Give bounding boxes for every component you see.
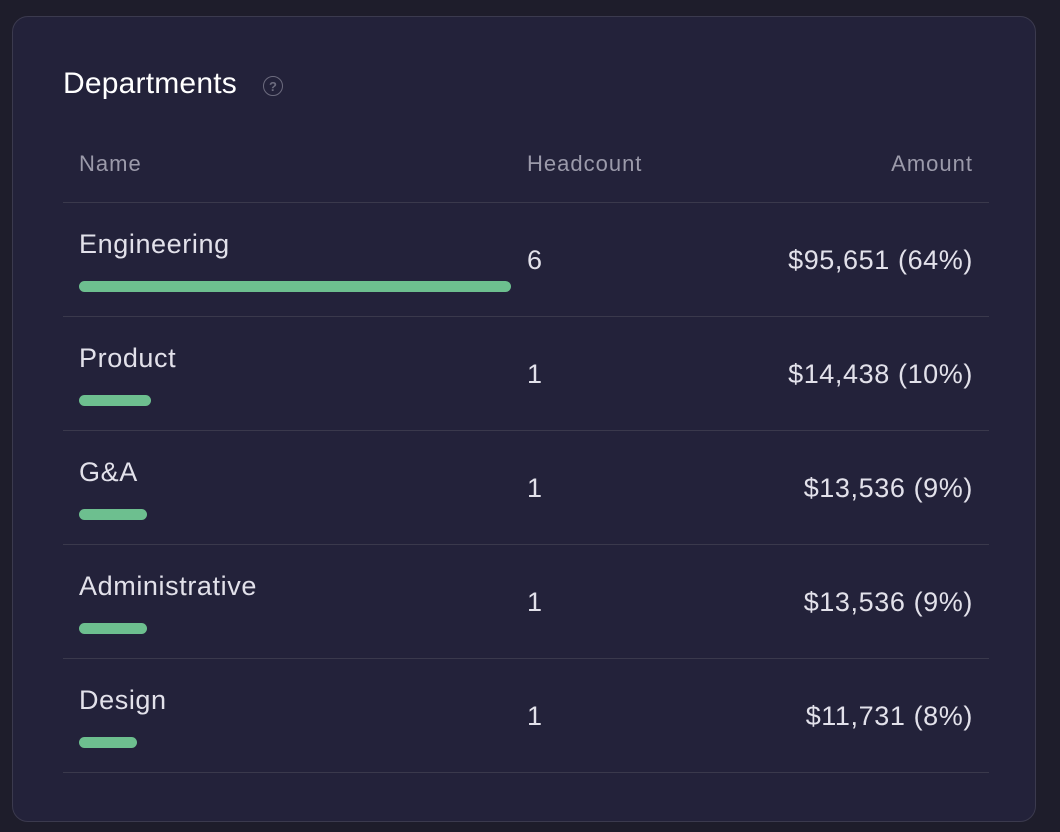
amount-value: $13,536 (9%) (803, 473, 973, 503)
column-header-name[interactable]: Name (79, 151, 142, 176)
headcount-value: 1 (527, 587, 543, 617)
column-header-amount[interactable]: Amount (891, 151, 973, 176)
table-header: Name Headcount Amount (63, 139, 989, 203)
table-row[interactable]: G&A 1 $13,536 (9%) (63, 431, 989, 545)
department-name: Engineering (79, 229, 230, 259)
headcount-value: 1 (527, 359, 543, 389)
department-name: Design (79, 685, 167, 715)
amount-bar (79, 623, 147, 634)
department-name: Product (79, 343, 177, 373)
amount-bar-track (79, 281, 511, 292)
departments-card: Departments ? Name Headcount Amount Engi… (12, 16, 1036, 822)
amount-bar (79, 281, 511, 292)
card-title: Departments (63, 67, 237, 100)
amount-value: $95,651 (64%) (788, 245, 973, 275)
table-row[interactable]: Administrative 1 $13,536 (9%) (63, 545, 989, 659)
amount-bar-track (79, 395, 511, 406)
table-row[interactable]: Design 1 $11,731 (8%) (63, 659, 989, 773)
card-header: Departments ? (63, 67, 283, 101)
amount-bar-track (79, 623, 511, 634)
department-name: Administrative (79, 571, 257, 601)
table-row[interactable]: Engineering 6 $95,651 (64%) (63, 203, 989, 317)
amount-bar-track (79, 509, 511, 520)
headcount-value: 1 (527, 473, 543, 503)
amount-value: $11,731 (8%) (805, 701, 973, 731)
headcount-value: 1 (527, 701, 543, 731)
amount-bar (79, 737, 137, 748)
amount-bar (79, 509, 147, 520)
amount-value: $13,536 (9%) (803, 587, 973, 617)
amount-value: $14,438 (10%) (788, 359, 973, 389)
amount-bar (79, 395, 152, 406)
question-circle-icon[interactable]: ? (262, 76, 283, 96)
department-name: G&A (79, 457, 138, 487)
column-header-headcount[interactable]: Headcount (527, 151, 643, 176)
table-row[interactable]: Product 1 $14,438 (10%) (63, 317, 989, 431)
amount-bar-track (79, 737, 511, 748)
headcount-value: 6 (527, 245, 543, 275)
departments-table: Name Headcount Amount Engineering 6 $95,… (63, 139, 989, 773)
